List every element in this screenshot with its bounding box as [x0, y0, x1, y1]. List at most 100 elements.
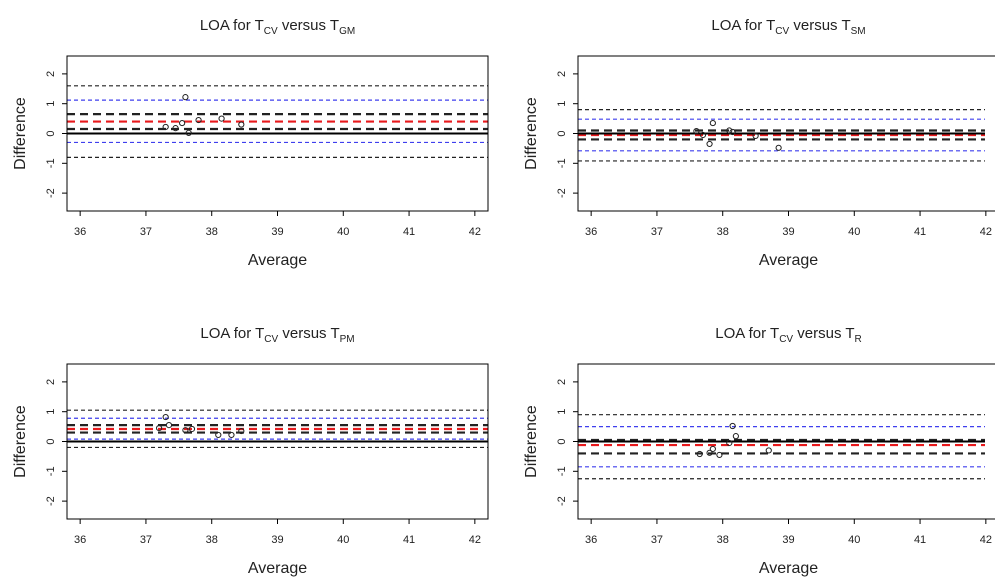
- x-tick-label: 42: [469, 534, 481, 546]
- data-point: [162, 413, 169, 421]
- title-part: LOA for T: [715, 325, 779, 342]
- data-point: [238, 121, 245, 128]
- x-tick-label: 36: [585, 534, 597, 546]
- x-tick-label: 42: [980, 226, 992, 238]
- title-part: LOA for T: [711, 17, 775, 34]
- data-point: [699, 131, 707, 139]
- data-point: [162, 123, 169, 131]
- reference-lines: [578, 414, 985, 480]
- panel-r: LOA for TCV versus TR 36 37 38 39 40 41 42 -2 -1 0…: [523, 325, 995, 577]
- x-tick-label: 41: [914, 226, 926, 238]
- y-tick-label: 2: [556, 71, 568, 77]
- y-tick-label: 2: [556, 379, 568, 385]
- title-subscript: PM: [340, 334, 355, 345]
- x-tick-label: 40: [337, 226, 349, 238]
- panel-pm: LOA for TCV versus TPM 36 37 38 39 40 41 42 -2 -1…: [12, 325, 489, 577]
- y-tick-label: -2: [556, 496, 568, 506]
- x-axis-label: Average: [248, 560, 307, 577]
- y-tick-label: 1: [45, 101, 57, 107]
- data-point: [732, 433, 739, 440]
- title-subscript: CV: [775, 26, 789, 37]
- data-point: [752, 132, 759, 139]
- reference-lines: [578, 109, 985, 162]
- data-point: [709, 445, 716, 453]
- x-tick-label: 40: [848, 226, 860, 238]
- x-tick-label: 39: [782, 534, 794, 546]
- x-tick-label: 37: [651, 226, 663, 238]
- x-tick-label: 37: [651, 534, 663, 546]
- reference-lines: [67, 409, 488, 449]
- title-part: versus T: [278, 325, 339, 342]
- reference-lines: [67, 85, 488, 158]
- panel-sm: LOA for TCV versus TSM 36 37 38 39 40 41 42 -2 -1…: [523, 17, 995, 269]
- data-point: [228, 431, 235, 439]
- x-axis-label: Average: [759, 252, 818, 269]
- x-tick-label: 41: [403, 226, 415, 238]
- title-subscript: CV: [264, 26, 278, 37]
- data-point: [182, 94, 189, 101]
- x-tick-label: 37: [140, 534, 152, 546]
- data-point: [696, 450, 703, 458]
- data-point: [215, 431, 222, 439]
- y-tick-label: 0: [45, 438, 57, 444]
- y-axis-label: Difference: [523, 405, 540, 478]
- title-part: versus T: [789, 17, 850, 34]
- data-point: [172, 125, 179, 132]
- y-axis-label: Difference: [523, 97, 540, 170]
- x-tick-label: 42: [980, 534, 992, 546]
- y-axis-label: Difference: [12, 97, 29, 170]
- data-point: [716, 451, 723, 459]
- x-tick-label: 42: [469, 226, 481, 238]
- y-axis-label: Difference: [12, 405, 29, 478]
- y-tick-label: -2: [45, 188, 57, 198]
- y-tick-label: 1: [556, 101, 568, 107]
- x-tick-label: 39: [271, 226, 283, 238]
- title-subscript: CV: [264, 334, 278, 345]
- chart-title: LOA for TCV versus TPM: [200, 325, 354, 345]
- y-tick-label: 2: [45, 379, 57, 385]
- x-tick-label: 38: [717, 534, 729, 546]
- data-point: [185, 129, 192, 137]
- title-subscript: CV: [779, 334, 793, 345]
- title-subscript: R: [855, 334, 862, 345]
- y-tick-label: -1: [45, 466, 57, 476]
- y-tick-label: -1: [556, 158, 568, 168]
- x-tick-label: 41: [914, 534, 926, 546]
- title-part: LOA for T: [200, 17, 264, 34]
- x-tick-label: 36: [74, 226, 86, 238]
- chart-title: LOA for TCV versus TR: [715, 325, 861, 345]
- y-tick-label: 0: [556, 130, 568, 136]
- data-point: [188, 425, 196, 433]
- data-point: [775, 144, 782, 151]
- y-tick-label: 0: [45, 130, 57, 136]
- data-point: [179, 119, 186, 127]
- panel-gm: LOA for TCV versus TGM 36 37 38 39 40 41 42 -2 -1…: [12, 17, 489, 269]
- data-point: [729, 128, 736, 136]
- y-tick-label: 0: [556, 438, 568, 444]
- chart-title: LOA for TCV versus TGM: [200, 17, 355, 37]
- title-subscript: SM: [851, 26, 866, 37]
- x-tick-label: 39: [271, 534, 283, 546]
- data-point: [726, 127, 733, 134]
- y-tick-label: -2: [556, 188, 568, 198]
- x-tick-label: 37: [140, 226, 152, 238]
- chart-title: LOA for TCV versus TSM: [711, 17, 865, 37]
- title-part: LOA for T: [200, 325, 264, 342]
- x-tick-label: 38: [206, 534, 218, 546]
- data-point: [182, 427, 189, 434]
- data-point: [238, 427, 245, 435]
- data-point: [165, 422, 173, 429]
- data-point: [706, 140, 713, 148]
- x-tick-label: 40: [337, 534, 349, 546]
- data-point: [195, 116, 202, 124]
- data-point: [693, 128, 700, 135]
- y-tick-label: -1: [556, 466, 568, 476]
- title-part: versus T: [793, 325, 854, 342]
- x-axis-label: Average: [759, 560, 818, 577]
- y-tick-label: 2: [45, 71, 57, 77]
- data-point: [218, 115, 225, 122]
- y-tick-label: -2: [45, 496, 57, 506]
- y-tick-label: 1: [556, 409, 568, 415]
- x-tick-label: 40: [848, 534, 860, 546]
- x-tick-label: 39: [782, 226, 794, 238]
